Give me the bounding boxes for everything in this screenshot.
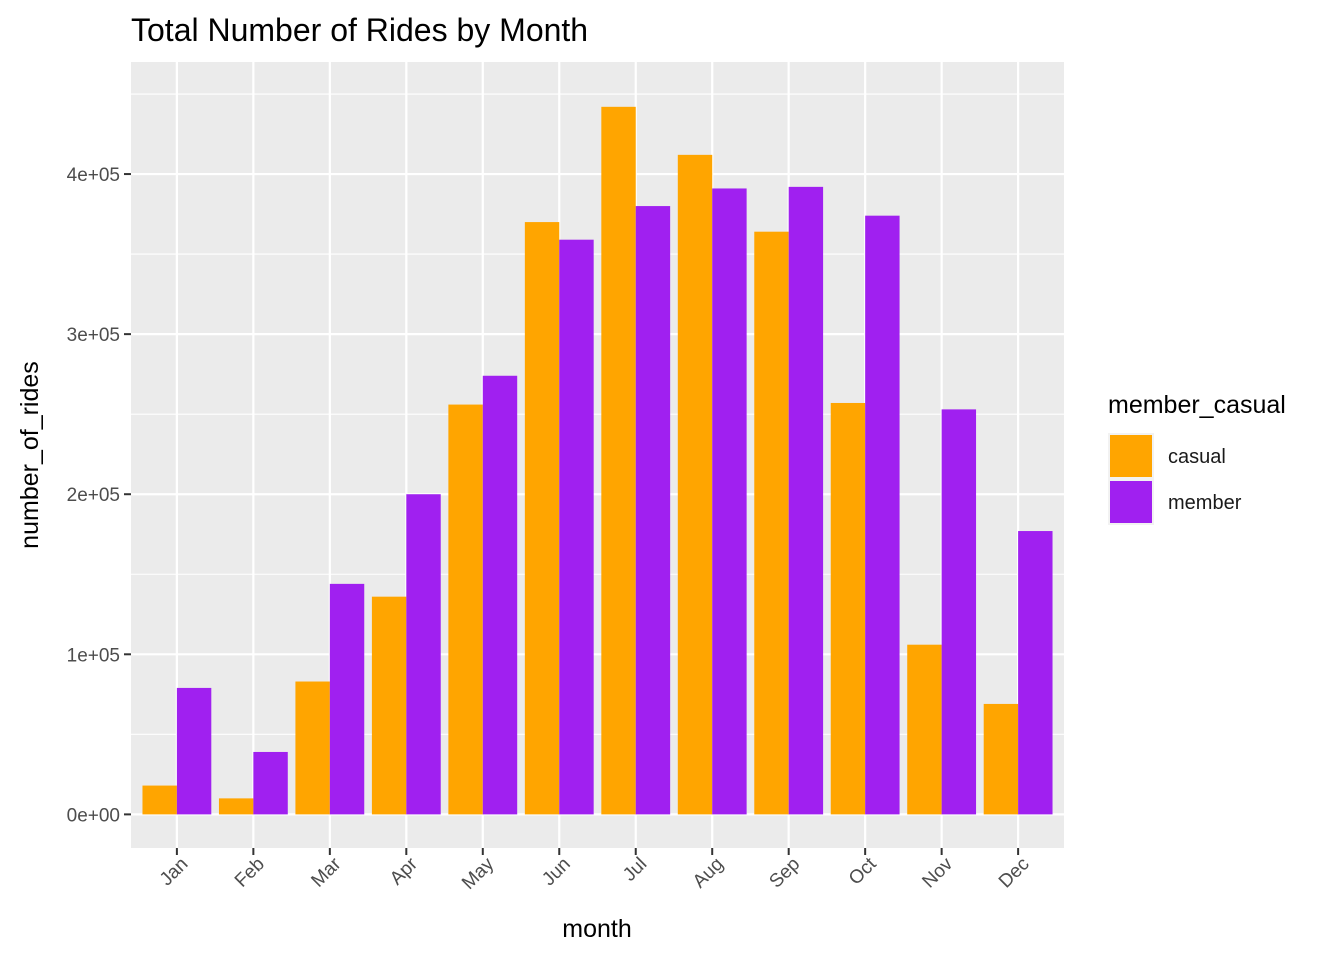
legend-swatch-member: [1110, 481, 1152, 523]
x-tick-label: Jan: [156, 854, 193, 891]
bar-casual-sep: [754, 231, 789, 815]
bar-casual-feb: [218, 798, 254, 815]
bar-member-jan: [176, 687, 212, 815]
bar-member-may: [482, 375, 518, 815]
x-axis-title: month: [562, 915, 631, 943]
bar-casual-jun: [524, 222, 560, 815]
x-tick-label: Jul: [619, 854, 651, 886]
bar-casual-oct: [830, 402, 866, 815]
x-axis: Jan Feb Mar Apr May Jun Jul Aug Sep Oct Nov Dec: [156, 848, 1034, 894]
y-tick-label: 0e+00: [67, 805, 120, 826]
bar-member-feb: [253, 751, 288, 815]
x-tick-label: Mar: [307, 853, 345, 891]
bar-member-oct: [865, 215, 900, 815]
bar-casual-may: [448, 404, 483, 815]
x-tick-label: Sep: [765, 854, 804, 893]
x-tick-label: Dec: [995, 854, 1034, 893]
x-tick-label: Oct: [845, 853, 881, 889]
x-tick-label: Feb: [231, 854, 269, 892]
y-tick-label: 3e+05: [67, 325, 120, 346]
bar-casual-mar: [295, 681, 330, 815]
chart-title: Total Number of Rides by Month: [131, 12, 588, 48]
bar-casual-jul: [601, 106, 636, 815]
bar-casual-jan: [142, 785, 177, 815]
y-axis-title: number_of_rides: [16, 361, 44, 549]
bar-casual-aug: [677, 154, 713, 815]
bar-member-sep: [788, 186, 824, 815]
bar-member-apr: [406, 494, 441, 815]
bar-member-jun: [559, 239, 594, 815]
bar-casual-dec: [983, 703, 1019, 815]
legend-items: casual member: [1108, 433, 1242, 525]
bar-member-mar: [329, 583, 365, 815]
x-tick-label: May: [458, 853, 499, 894]
legend-swatch-casual: [1110, 435, 1152, 477]
bar-member-jul: [635, 206, 671, 815]
x-tick-label: Apr: [386, 853, 422, 889]
y-axis: 0e+00 1e+05 2e+05 3e+05 4e+05: [67, 165, 131, 826]
bar-member-nov: [941, 409, 977, 815]
bar-casual-apr: [371, 596, 407, 815]
x-tick-label: Jun: [538, 854, 575, 891]
legend-label-member: member: [1168, 492, 1242, 514]
x-tick-label: Aug: [689, 854, 728, 893]
legend-title: member_casual: [1108, 391, 1286, 419]
x-tick-label: Nov: [918, 853, 957, 892]
bar-casual-nov: [907, 644, 942, 815]
bar-member-aug: [712, 188, 747, 815]
y-tick-label: 1e+05: [67, 645, 120, 666]
bar-member-dec: [1018, 531, 1053, 815]
bars: [142, 106, 1053, 815]
legend-label-casual: casual: [1168, 446, 1226, 468]
legend: member_casual casual member: [1108, 391, 1286, 525]
y-tick-label: 2e+05: [67, 485, 120, 506]
y-tick-label: 4e+05: [67, 165, 120, 186]
